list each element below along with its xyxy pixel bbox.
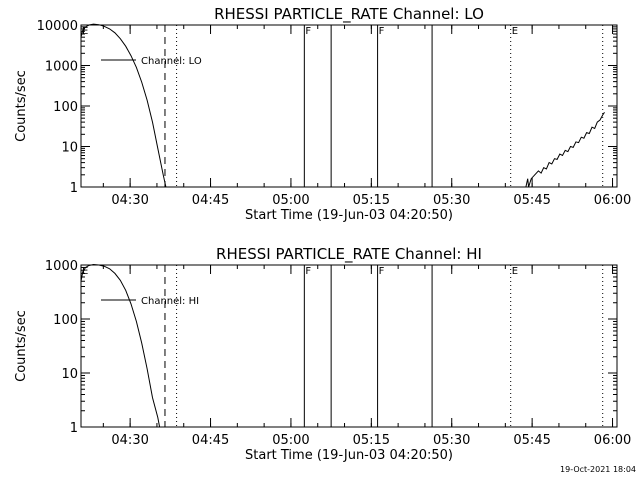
marker-flag-label: F: [379, 266, 385, 277]
x-tick-label: 04:45: [192, 433, 229, 448]
y-tick-label: 1000: [45, 259, 78, 274]
y-tick-label: 10000: [37, 19, 78, 34]
panel-channel-hi: RHESSI PARTICLE_RATE Channel: HI 1 10 100 10…: [14, 245, 631, 463]
x-tick-label: 05:45: [513, 193, 550, 208]
series-line: [80, 263, 161, 428]
y-tick-label: 1: [70, 421, 78, 436]
timestamp-label: 19-Oct-2021 18:04: [560, 465, 636, 474]
x-tick-label: 04:30: [111, 193, 148, 208]
x-tick-label: 05:15: [353, 193, 390, 208]
x-tick-label: 05:30: [433, 193, 470, 208]
y-tick-label: 10: [61, 141, 78, 156]
marker-flag-label: E: [82, 266, 88, 277]
x-tick-label: 05:00: [272, 193, 309, 208]
chart-title: RHESSI PARTICLE_RATE Channel: HI: [216, 245, 482, 264]
x-tick-label: 05:00: [272, 433, 309, 448]
marker-flag-label: F: [305, 266, 311, 277]
marker-flag-label: F: [379, 26, 385, 37]
x-tick-label: 05:30: [433, 433, 470, 448]
x-tick-label: 04:45: [192, 193, 229, 208]
plot-frame: [80, 24, 618, 188]
y-axis-label: Counts/sec: [14, 70, 29, 142]
panel-channel-lo: RHESSI PARTICLE_RATE Channel: LO 1 10 100 10…: [14, 5, 631, 223]
chart-title: RHESSI PARTICLE_RATE Channel: LO: [214, 5, 484, 24]
y-tick-label: 1000: [45, 60, 78, 75]
marker-flag-label: E: [512, 26, 518, 37]
marker-flag-label: F: [305, 26, 311, 37]
y-tick-label: 100: [53, 313, 78, 328]
y-tick-label: 10: [61, 367, 78, 382]
x-tick-label: 05:45: [513, 433, 550, 448]
x-tick-label: 04:30: [111, 433, 148, 448]
series-line: [525, 112, 605, 188]
x-tick-label: 06:00: [594, 433, 631, 448]
y-tick-label: 1: [70, 181, 78, 196]
plot-frame: [80, 264, 618, 428]
x-tick-label: 06:00: [594, 193, 631, 208]
marker-flag-label: E: [512, 266, 518, 277]
x-axis-label: Start Time (19-Jun-03 04:20:50): [245, 448, 453, 463]
legend-label: Channel: HI: [141, 296, 199, 307]
legend-label: Channel: LO: [141, 56, 202, 67]
x-axis-label: Start Time (19-Jun-03 04:20:50): [245, 208, 453, 223]
y-tick-label: 100: [53, 100, 78, 115]
series-line: [80, 23, 167, 188]
y-axis-label: Counts/sec: [14, 310, 29, 382]
marker-flag-label: E: [82, 26, 88, 37]
x-tick-label: 05:15: [353, 433, 390, 448]
